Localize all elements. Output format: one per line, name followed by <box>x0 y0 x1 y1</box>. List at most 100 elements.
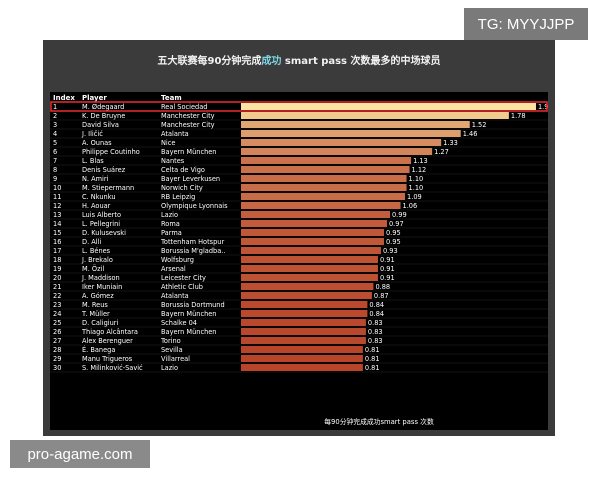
bar <box>241 211 390 218</box>
bar <box>241 328 366 335</box>
bar <box>241 274 378 281</box>
row-player: Luis Alberto <box>82 211 121 219</box>
row-player: M. Ødegaard <box>82 103 124 111</box>
title-part-1: 五大联赛每90分钟完成 <box>157 56 262 67</box>
row-team: Olympique Lyonnais <box>161 202 228 210</box>
row-player: S. Milinković-Savić <box>82 364 143 372</box>
row-index: 29 <box>53 355 61 363</box>
row-index: 9 <box>53 175 57 183</box>
bar <box>241 202 401 209</box>
row-team: Real Sociedad <box>161 103 207 111</box>
row-team: Nantes <box>161 157 185 165</box>
bar-value-label: 1.33 <box>443 139 458 147</box>
row-index: 23 <box>53 301 61 309</box>
bar-chart: Index Player Team 1 M. Ødegaard Real Sociedad… <box>50 94 548 426</box>
bar <box>241 292 372 299</box>
bar <box>241 337 366 344</box>
bar <box>241 175 407 182</box>
bar <box>241 238 384 245</box>
bar-value-label: 0.95 <box>386 229 401 237</box>
bar <box>241 247 381 254</box>
row-index: 26 <box>53 328 61 336</box>
row-index: 10 <box>53 184 61 192</box>
row-player: Alex Berenguer <box>82 337 133 345</box>
bar-value-label: 0.97 <box>389 220 404 228</box>
title-highlight: 成功 <box>261 56 282 67</box>
bar-value-label: 0.87 <box>374 292 389 300</box>
row-player: J. Brekalo <box>81 256 113 264</box>
bar-value-label: 0.83 <box>368 337 383 345</box>
bar <box>241 265 378 272</box>
bar-value-label: 1.27 <box>434 148 449 156</box>
row-player: J. Maddison <box>81 274 120 282</box>
bar-value-label: 1.78 <box>511 112 526 120</box>
bar <box>241 256 378 263</box>
bar-value-label: 1.46 <box>463 130 478 138</box>
bar <box>241 283 374 290</box>
row-index: 21 <box>53 283 61 291</box>
row-team: Arsenal <box>161 265 186 273</box>
row-team: Norwich City <box>161 184 203 192</box>
row-team: Tottenham Hotspur <box>160 238 224 246</box>
row-player: L. Pellegrini <box>82 220 120 228</box>
row-index: 16 <box>53 238 61 246</box>
row-index: 22 <box>53 292 61 300</box>
row-index: 2 <box>53 112 57 120</box>
row-team: Manchester City <box>161 121 215 129</box>
row-team: Bayern München <box>161 148 216 156</box>
bar-value-label: 1.12 <box>412 166 427 174</box>
row-index: 20 <box>53 274 61 282</box>
row-team: Celta de Vigo <box>161 166 205 174</box>
column-header-player: Player <box>82 94 107 102</box>
row-index: 11 <box>53 193 61 201</box>
row-team: Borussia Dortmund <box>161 301 225 309</box>
bar <box>241 112 509 119</box>
row-player: C. Nkunku <box>82 193 116 201</box>
row-player: T. Müller <box>81 310 110 318</box>
row-player: H. Aouar <box>82 202 111 210</box>
row-player: D. Caligiuri <box>82 319 118 327</box>
bar-value-label: 0.95 <box>386 238 401 246</box>
row-index: 30 <box>53 364 61 372</box>
row-index: 4 <box>53 130 57 138</box>
bar <box>241 148 433 155</box>
row-player: Iker Muniain <box>82 283 122 291</box>
row-index: 24 <box>53 310 61 318</box>
bar <box>241 346 363 353</box>
row-team: Athletic Club <box>161 283 203 291</box>
chart-figure: 五大联赛每90分钟完成成功 smart pass 次数最多的中场球员 Index… <box>43 40 555 436</box>
bar <box>241 355 363 362</box>
bar <box>241 319 366 326</box>
row-index: 18 <box>53 256 61 264</box>
bar-value-label: 0.91 <box>380 256 395 264</box>
row-team: Manchester City <box>161 112 215 120</box>
row-index: 25 <box>53 319 61 327</box>
row-team: Parma <box>161 229 182 237</box>
row-index: 28 <box>53 346 61 354</box>
watermark-site: pro-agame.com <box>10 440 150 468</box>
row-team: Atalanta <box>161 130 189 138</box>
row-index: 7 <box>53 157 57 165</box>
row-index: 5 <box>53 139 57 147</box>
row-team: Torino <box>160 337 181 345</box>
bar-value-label: 1.52 <box>472 121 487 129</box>
bar-value-label: 0.83 <box>368 328 383 336</box>
row-team: Wolfsburg <box>161 256 194 264</box>
row-team: Atalanta <box>161 292 189 300</box>
chart-title: 五大联赛每90分钟完成成功 smart pass 次数最多的中场球员 <box>43 52 555 67</box>
bar <box>241 229 384 236</box>
bar <box>241 157 412 164</box>
bar-value-label: 1.10 <box>409 175 424 183</box>
bar-value-label: 0.99 <box>392 211 407 219</box>
bar <box>241 103 536 110</box>
bar <box>241 364 363 371</box>
row-team: Bayer Leverkusen <box>161 175 220 183</box>
row-team: Bayern München <box>161 328 216 336</box>
row-index: 12 <box>53 202 61 210</box>
row-player: Philippe Coutinho <box>82 148 140 156</box>
row-player: A. Ounas <box>82 139 112 147</box>
row-index: 19 <box>53 265 61 273</box>
bar <box>241 139 442 146</box>
row-player: M. Özil <box>82 264 104 273</box>
row-player: Denis Suárez <box>82 166 126 174</box>
